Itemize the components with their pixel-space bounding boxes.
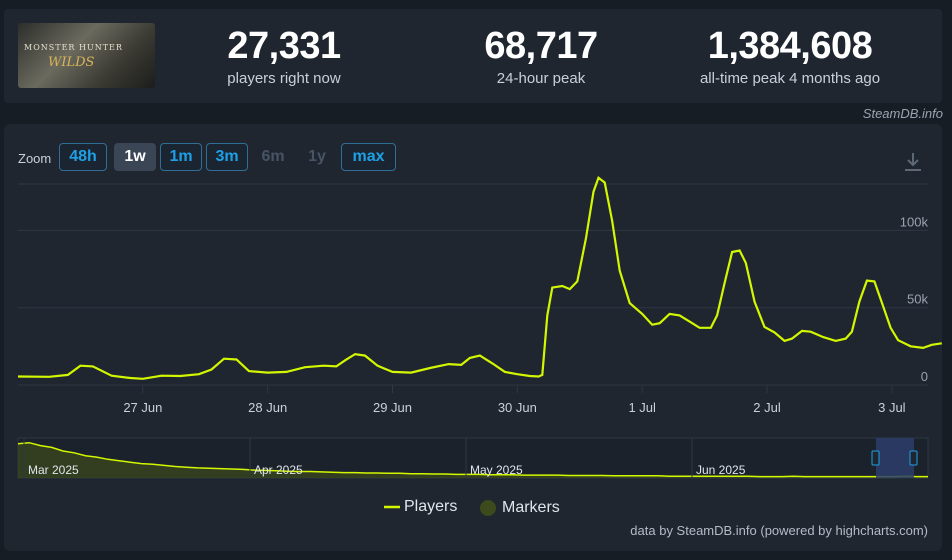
grid-lines xyxy=(18,183,928,386)
stat-value: 27,331 xyxy=(227,25,341,67)
zoom-1y-button[interactable]: 1y xyxy=(308,148,326,165)
stats-header: MONSTER HUNTER WILDS 27,331 players righ… xyxy=(4,9,942,103)
download-icon[interactable] xyxy=(903,151,923,173)
navigator-handle xyxy=(871,450,880,466)
zoom-1w-button[interactable]: 1w xyxy=(114,143,156,171)
y-tick-label: 100k xyxy=(900,214,929,229)
legend-item-markers[interactable]: Markers xyxy=(478,498,560,518)
stat-current-players: 27,331 players right now xyxy=(219,26,349,87)
player-count-chart[interactable]: 0 50k 100k 27 Jun 28 Jun 29 Jun 30 Jun 1 Jul 2 … xyxy=(4,124,942,551)
stat-all-time-peak: 1,384,608 all-time peak 4 months ago xyxy=(690,26,890,87)
zoom-max-button[interactable]: max xyxy=(341,143,396,171)
navigator-line xyxy=(17,441,928,478)
x-tick-label: 2 Jul xyxy=(753,400,781,415)
navigator-label: May 2025 xyxy=(470,463,523,477)
x-axis-ticks: 27 Jun 28 Jun 29 Jun 30 Jun 1 Jul 2 Jul 3 Jul xyxy=(123,385,906,415)
players-legend-icon xyxy=(384,505,400,509)
zoom-48h-button[interactable]: 48h xyxy=(59,143,107,171)
y-tick-label: 0 xyxy=(921,369,928,384)
navigator-area xyxy=(18,442,928,478)
game-thumbnail[interactable]: MONSTER HUNTER WILDS xyxy=(18,23,155,88)
y-axis-ticks: 0 50k 100k xyxy=(900,214,929,384)
game-logo-text: MONSTER HUNTER xyxy=(24,43,123,52)
navigator-label: Jun 2025 xyxy=(696,463,746,477)
navigator-label: Mar 2025 xyxy=(28,463,79,477)
x-tick-label: 3 Jul xyxy=(878,400,906,415)
navigator-handle xyxy=(909,450,918,466)
stat-value: 68,717 xyxy=(484,25,598,67)
x-tick-label: 1 Jul xyxy=(628,400,656,415)
steamdb-credit[interactable]: SteamDB.info xyxy=(862,106,943,121)
markers-legend-icon xyxy=(480,500,496,516)
stat-value: 1,384,608 xyxy=(707,25,873,67)
x-tick-label: 28 Jun xyxy=(248,400,287,415)
zoom-1m-button[interactable]: 1m xyxy=(160,143,202,171)
game-logo-subtext: WILDS xyxy=(48,55,95,70)
legend-label: Players xyxy=(404,498,458,515)
highcharts-credit[interactable]: data by SteamDB.info (powered by highcha… xyxy=(630,523,928,538)
stat-label: players right now xyxy=(227,70,341,87)
x-tick-label: 30 Jun xyxy=(498,400,537,415)
stat-label: 24-hour peak xyxy=(496,70,586,87)
zoom-3m-button[interactable]: 3m xyxy=(206,143,248,171)
legend-label: Markers xyxy=(502,499,560,516)
navigator: Mar 2025 Apr 2025 May 2025 Jun 2025 xyxy=(17,437,929,479)
navigator-selected-range xyxy=(876,438,914,478)
y-tick-label: 50k xyxy=(907,292,928,307)
stat-label: all-time peak 4 months ago xyxy=(699,70,881,87)
x-tick-label: 27 Jun xyxy=(123,400,162,415)
players-series-line xyxy=(17,176,942,380)
legend-item-players[interactable]: Players xyxy=(384,498,457,516)
x-tick-label: 29 Jun xyxy=(373,400,412,415)
chart-panel: Zoom 48h 1w 1m 3m 6m 1y max 0 50k 100k 27 … xyxy=(4,124,942,551)
stat-24h-peak: 68,717 24-hour peak xyxy=(466,26,616,87)
navigator-label: Apr 2025 xyxy=(254,463,303,477)
zoom-6m-button[interactable]: 6m xyxy=(261,148,285,165)
zoom-label: Zoom xyxy=(18,151,52,166)
